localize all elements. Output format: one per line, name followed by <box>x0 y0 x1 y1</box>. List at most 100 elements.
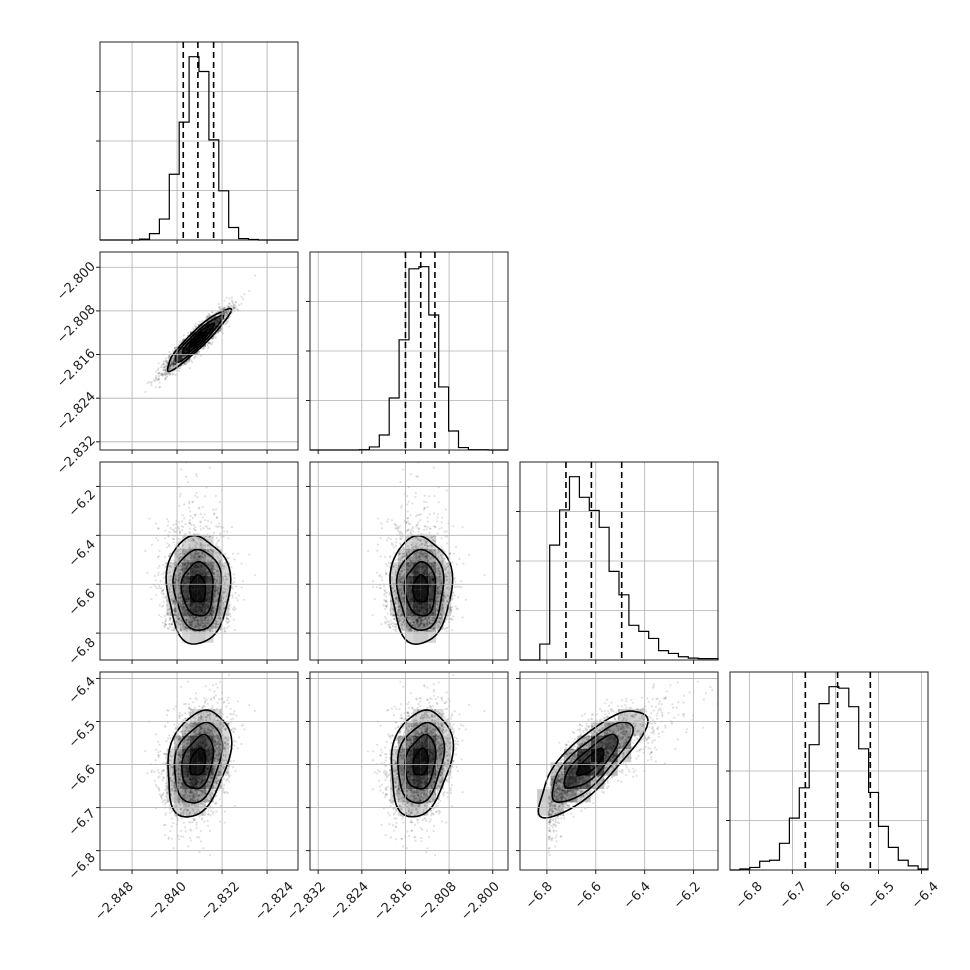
sample-point <box>185 620 188 623</box>
sample-point <box>213 572 216 575</box>
sample-point <box>222 587 225 590</box>
sample-point <box>186 627 189 630</box>
sample-point <box>191 620 194 623</box>
sample-point <box>197 350 200 353</box>
sample-point <box>213 600 216 603</box>
sample-point <box>201 505 204 509</box>
sample-point <box>182 543 185 547</box>
sample-point <box>209 630 212 633</box>
sample-point <box>215 586 218 589</box>
sample-point <box>233 303 236 306</box>
sample-point <box>180 565 183 568</box>
sample-point <box>191 539 194 542</box>
sample-point <box>225 617 228 621</box>
sample-point <box>197 621 200 625</box>
sample-point <box>206 315 209 318</box>
sample-point <box>206 619 209 622</box>
sample-point <box>213 584 216 587</box>
sample-point <box>190 554 193 557</box>
sample-point <box>172 559 175 562</box>
sample-point <box>206 622 209 625</box>
sample-point <box>199 623 202 627</box>
sample-point <box>157 372 160 376</box>
sample-point <box>201 551 204 554</box>
sample-point <box>170 364 173 367</box>
sample-point <box>205 620 208 623</box>
sample-point <box>212 626 215 629</box>
sample-point <box>198 350 201 353</box>
sample-point <box>228 457 230 459</box>
sample-point <box>180 356 183 359</box>
sample-point <box>180 599 183 603</box>
sample-point <box>187 345 190 348</box>
sample-point <box>194 554 197 558</box>
sample-point <box>207 619 210 622</box>
sample-point <box>217 317 220 320</box>
sample-point <box>215 626 218 629</box>
sample-point <box>173 346 176 349</box>
sample-point <box>231 596 234 599</box>
sample-point <box>206 622 209 625</box>
sample-point <box>192 559 195 562</box>
sample-point <box>189 527 192 530</box>
sample-point <box>169 552 172 555</box>
sample-point <box>180 555 183 559</box>
sample-point <box>213 610 216 613</box>
sample-point <box>233 558 236 561</box>
sample-point <box>192 500 195 503</box>
sample-point <box>207 617 210 620</box>
sample-point <box>226 618 230 621</box>
sample-point <box>213 586 216 589</box>
sample-point <box>189 522 192 525</box>
sample-point <box>163 366 166 369</box>
sample-point <box>170 623 173 626</box>
sample-point <box>179 622 182 625</box>
sample-point <box>180 354 183 357</box>
sample-point <box>228 608 231 611</box>
sample-point <box>214 620 218 624</box>
sample-point <box>183 552 186 555</box>
sample-point <box>200 543 203 546</box>
sample-point <box>185 619 189 622</box>
sample-point <box>194 559 197 562</box>
sample-point <box>182 363 185 366</box>
sample-point <box>177 558 180 561</box>
sample-point <box>198 538 201 541</box>
sample-point <box>203 629 206 633</box>
sample-point <box>177 617 180 620</box>
sample-point <box>216 318 219 321</box>
sample-point <box>188 628 191 631</box>
sample-point <box>172 372 175 376</box>
sample-point <box>170 359 174 362</box>
histogram-0 <box>100 56 298 241</box>
sample-point <box>208 466 211 469</box>
sample-point <box>172 523 175 527</box>
sample-point <box>168 586 171 589</box>
sample-point <box>194 546 197 549</box>
sample-point <box>223 312 226 315</box>
sample-point <box>177 356 180 359</box>
sample-point <box>253 274 256 277</box>
sample-point <box>217 586 220 589</box>
sample-point <box>148 517 151 520</box>
sample-point <box>172 356 175 359</box>
sample-point <box>178 357 182 360</box>
sample-point <box>189 539 192 542</box>
sample-point <box>180 357 183 360</box>
sample-point <box>195 475 198 478</box>
density-cell <box>205 316 214 324</box>
sample-point <box>189 616 192 619</box>
sample-point <box>197 551 200 554</box>
sample-point <box>192 523 195 527</box>
sample-point <box>162 588 165 591</box>
sample-point <box>157 566 160 570</box>
sample-point <box>214 622 217 626</box>
sample-point <box>224 314 227 317</box>
sample-point <box>164 595 167 598</box>
sample-point <box>226 584 229 588</box>
sample-point <box>177 521 181 524</box>
sample-point <box>180 355 183 358</box>
sample-point <box>177 526 180 529</box>
sample-point <box>199 622 203 625</box>
sample-point <box>184 560 187 563</box>
